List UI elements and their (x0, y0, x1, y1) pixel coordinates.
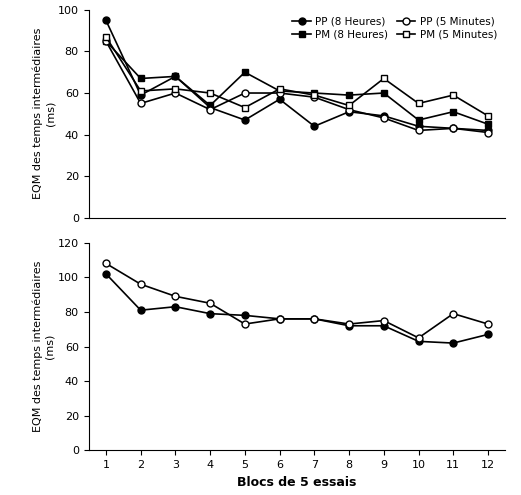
PP (5 Minutes) (277, 90, 283, 96)
PM (5 Minutes) (207, 90, 213, 96)
PP (8 Heures) (172, 73, 179, 79)
PP (8 Heures) (242, 117, 248, 123)
PM (8 Heures) (138, 76, 144, 82)
PM (5 Minutes) (172, 86, 179, 92)
PP (8 Heures) (311, 123, 317, 129)
PM (5 Minutes) (311, 92, 317, 98)
PP (5 Minutes) (138, 100, 144, 106)
Line: PM (8 Heures): PM (8 Heures) (103, 38, 491, 128)
PP (8 Heures) (485, 127, 491, 133)
PM (8 Heures) (242, 69, 248, 75)
PM (8 Heures) (103, 38, 109, 44)
PP (8 Heures) (277, 97, 283, 102)
PM (5 Minutes) (242, 104, 248, 110)
Y-axis label: EQM des temps intermédiaires
(ms): EQM des temps intermédiaires (ms) (33, 261, 55, 432)
PM (5 Minutes) (277, 86, 283, 92)
PM (8 Heures) (172, 73, 179, 79)
PM (8 Heures) (346, 92, 352, 98)
Line: PP (8 Heures): PP (8 Heures) (103, 17, 491, 134)
PM (5 Minutes) (381, 76, 387, 82)
PP (8 Heures) (207, 104, 213, 110)
PM (5 Minutes) (103, 34, 109, 40)
PP (5 Minutes) (103, 38, 109, 44)
PP (5 Minutes) (381, 115, 387, 121)
PM (5 Minutes) (415, 100, 421, 106)
PM (8 Heures) (485, 121, 491, 127)
PM (8 Heures) (311, 90, 317, 96)
PP (8 Heures) (346, 109, 352, 115)
PP (8 Heures) (415, 123, 421, 129)
PP (8 Heures) (138, 92, 144, 98)
Legend: PP (8 Heures), PM (8 Heures), PP (5 Minutes), PM (5 Minutes): PP (8 Heures), PM (8 Heures), PP (5 Minu… (289, 13, 500, 43)
PP (5 Minutes) (207, 107, 213, 113)
PP (5 Minutes) (415, 127, 421, 133)
PP (8 Heures) (450, 125, 456, 131)
PP (5 Minutes) (450, 125, 456, 131)
PP (5 Minutes) (311, 94, 317, 100)
PP (5 Minutes) (346, 107, 352, 113)
PP (5 Minutes) (172, 90, 179, 96)
Line: PP (5 Minutes): PP (5 Minutes) (103, 38, 491, 136)
PP (8 Heures) (103, 17, 109, 23)
Line: PM (5 Minutes): PM (5 Minutes) (103, 34, 491, 119)
PM (8 Heures) (415, 117, 421, 123)
PM (8 Heures) (381, 90, 387, 96)
PM (5 Minutes) (485, 113, 491, 119)
PP (5 Minutes) (485, 130, 491, 136)
PM (8 Heures) (277, 88, 283, 94)
PP (5 Minutes) (242, 90, 248, 96)
PM (5 Minutes) (346, 102, 352, 108)
PM (8 Heures) (450, 109, 456, 115)
PM (5 Minutes) (138, 88, 144, 94)
PP (8 Heures) (381, 113, 387, 119)
PM (8 Heures) (207, 102, 213, 108)
Y-axis label: EQM des temps intermédiaires
(ms): EQM des temps intermédiaires (ms) (33, 28, 55, 199)
X-axis label: Blocs de 5 essais: Blocs de 5 essais (237, 476, 357, 489)
PM (5 Minutes) (450, 92, 456, 98)
